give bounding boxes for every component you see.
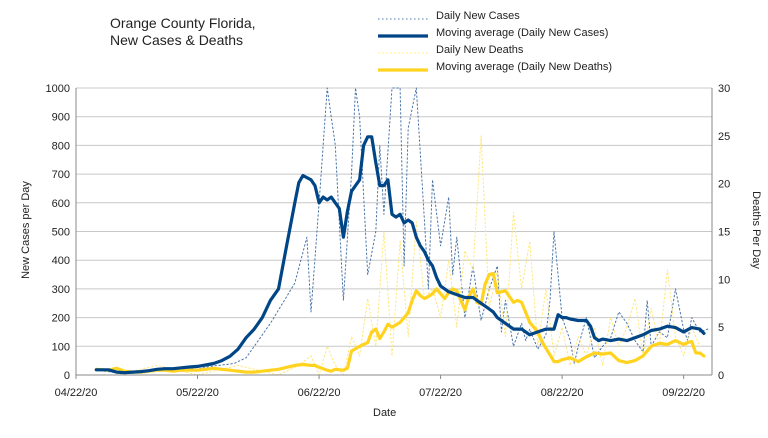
x-tick-label-0: 04/22/20 <box>55 387 98 399</box>
y2-tick-label-15: 15 <box>718 227 730 239</box>
y-tick-label-1000: 1000 <box>46 83 70 95</box>
y-tick-label-400: 400 <box>52 255 70 267</box>
x-tick-label-4: 08/22/20 <box>541 387 584 399</box>
y2-tick-label-20: 20 <box>718 179 730 191</box>
tick-labels: 0 100 200 300 400 500 600 700 800 900 1000 0 5 10 15 20… <box>46 83 731 399</box>
y2-tick-label-0: 0 <box>718 370 724 382</box>
y-tick-label-600: 600 <box>52 198 70 210</box>
axes <box>75 88 713 379</box>
x-tick-label-2: 06/22/20 <box>298 387 341 399</box>
y-tick-label-200: 200 <box>52 313 70 325</box>
series-moving-average-cases <box>94 135 706 375</box>
series-daily-new-deaths <box>116 135 701 376</box>
y2-axis-label: Deaths Per Day <box>750 191 762 269</box>
legend <box>378 18 428 72</box>
gridlines <box>76 87 712 376</box>
chart-subtitle: New Cases & Deaths <box>110 32 244 48</box>
y2-tick-label-25: 25 <box>718 131 730 143</box>
y-tick-label-100: 100 <box>52 341 70 353</box>
y2-tick-label-10: 10 <box>718 274 730 286</box>
y2-tick-label-30: 30 <box>718 83 730 95</box>
legend-label-daily-cases: Daily New Cases <box>436 10 520 22</box>
series-daily-new-cases <box>99 87 709 375</box>
x-tick-label-3: 07/22/20 <box>419 387 462 399</box>
legend-label-avg-cases: Moving average (Daily New Cases) <box>436 27 609 39</box>
y-tick-label-500: 500 <box>52 227 70 239</box>
series-moving-average-deaths <box>94 272 706 374</box>
y2-tick-label-5: 5 <box>718 322 724 334</box>
y-axis-label: New Cases per Day <box>20 181 32 279</box>
y-tick-label-300: 300 <box>52 284 70 296</box>
x-tick-label-1: 05/22/20 <box>176 387 219 399</box>
series-layer <box>94 87 709 376</box>
y-tick-label-800: 800 <box>52 140 70 152</box>
chart-title: Orange County Florida, <box>110 15 256 31</box>
x-axis-label: Date <box>373 407 397 419</box>
x-tick-label-5: 09/22/20 <box>662 387 705 399</box>
y-tick-label-900: 900 <box>52 112 70 124</box>
y-tick-label-0: 0 <box>64 370 70 382</box>
legend-label-avg-deaths: Moving average (Daily New Deaths) <box>436 61 613 73</box>
y-tick-label-700: 700 <box>52 169 70 181</box>
legend-label-daily-deaths: Daily New Deaths <box>436 44 524 56</box>
